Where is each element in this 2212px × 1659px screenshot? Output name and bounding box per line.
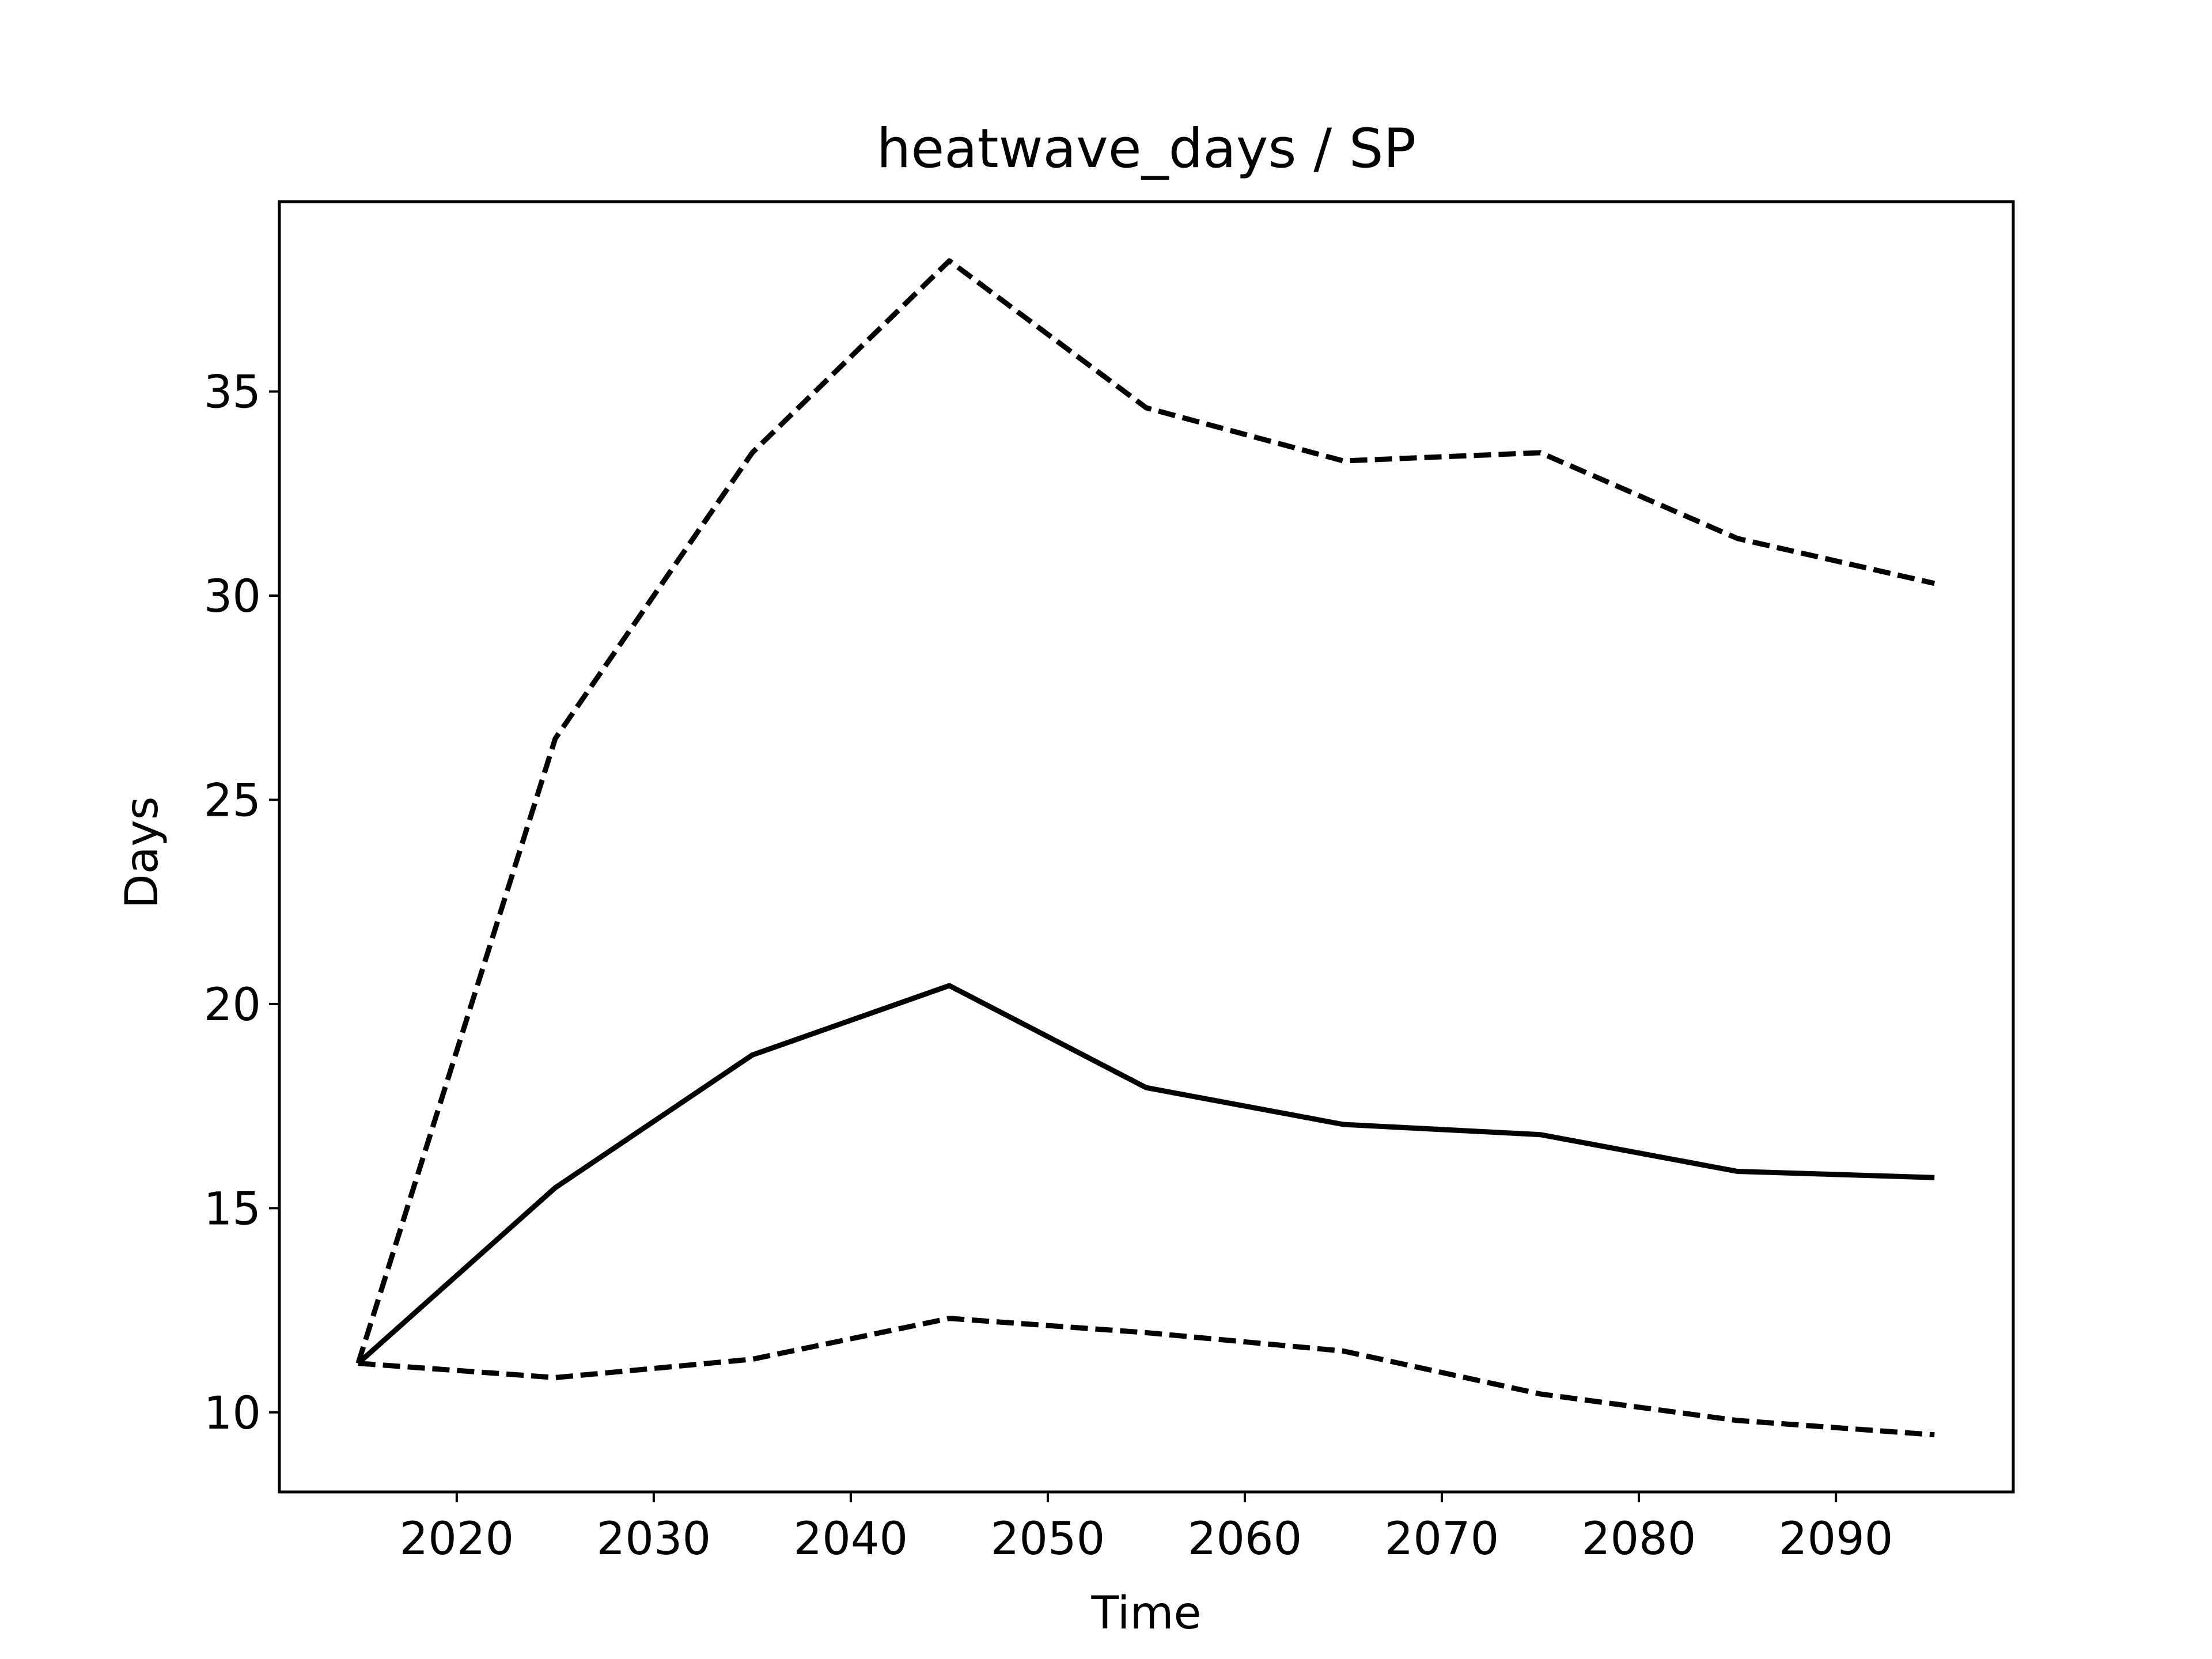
x-tick-label: 2030 xyxy=(597,1513,711,1565)
x-axis-title: Time xyxy=(1091,1588,1202,1639)
x-tick-label: 2090 xyxy=(1779,1513,1893,1565)
chart-title: heatwave_days / SP xyxy=(877,118,1416,180)
x-tick-label: 2070 xyxy=(1385,1513,1499,1565)
y-tick-label: 10 xyxy=(204,1388,261,1440)
x-tick-label: 2080 xyxy=(1582,1513,1696,1565)
plot-area-frame xyxy=(278,200,2015,1494)
series-line-solid xyxy=(356,983,1935,1366)
axis-ticks: 2020 2030 2040 2050 2060 2070 2080 2090 10 15 20 25… xyxy=(204,367,1893,1565)
x-tick-label: 2040 xyxy=(794,1513,908,1565)
y-tick-label: 35 xyxy=(204,367,261,419)
y-tick-label: 25 xyxy=(204,775,261,827)
x-tick-label: 2060 xyxy=(1188,1513,1302,1565)
x-tick-label: 2020 xyxy=(400,1513,514,1565)
y-tick-label: 30 xyxy=(204,571,261,623)
y-tick-label: 20 xyxy=(204,979,261,1031)
y-tick-label: 15 xyxy=(204,1183,261,1235)
series-line-upper-dashed xyxy=(355,258,1936,1365)
series-line-lower-dashed xyxy=(358,1316,1935,1438)
x-tick-label: 2050 xyxy=(991,1513,1105,1565)
y-axis-title: Days xyxy=(116,797,168,909)
series-layer xyxy=(355,258,1936,1438)
